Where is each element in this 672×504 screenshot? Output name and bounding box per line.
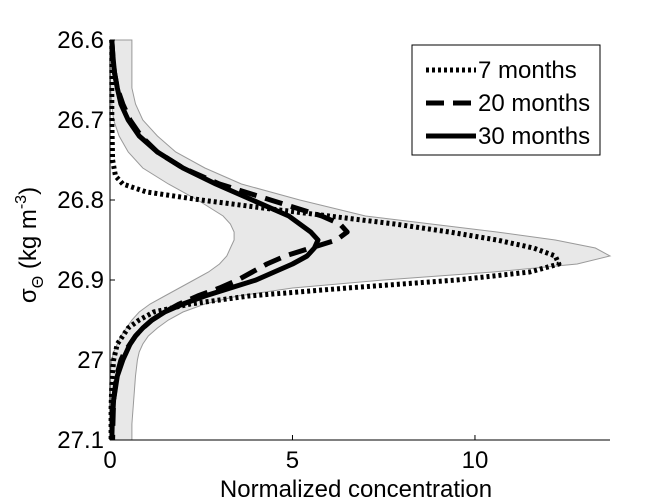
x-axis-label: Normalized concentration: [220, 476, 492, 503]
legend-label: 7 months: [478, 57, 577, 84]
x-tick-label: 10: [462, 447, 489, 474]
y-label-subscript: Θ: [30, 276, 47, 288]
series-line-7-months: [108, 40, 562, 440]
y-tick-label: 26.9: [57, 267, 104, 294]
series-line-30-months: [109, 39, 321, 441]
x-tick-label: 0: [103, 447, 116, 474]
legend-label: 20 months: [478, 90, 590, 117]
y-tick-label: 26.6: [57, 27, 104, 54]
y-tick-label: 27: [77, 347, 104, 374]
y-label-superscript: -3: [13, 195, 30, 209]
legend-label: 30 months: [478, 123, 590, 150]
y-tick-label: 26.8: [57, 187, 104, 214]
y-tick-label: 26.7: [57, 107, 104, 134]
y-tick-label: 27.1: [57, 427, 104, 454]
y-label-units: (kg m: [15, 209, 42, 276]
y-label-units-close: ): [15, 187, 42, 195]
y-axis-label: σΘ (kg m-3): [13, 187, 47, 303]
x-tick-label: 5: [286, 447, 299, 474]
y-label-symbol: σ: [15, 288, 42, 303]
